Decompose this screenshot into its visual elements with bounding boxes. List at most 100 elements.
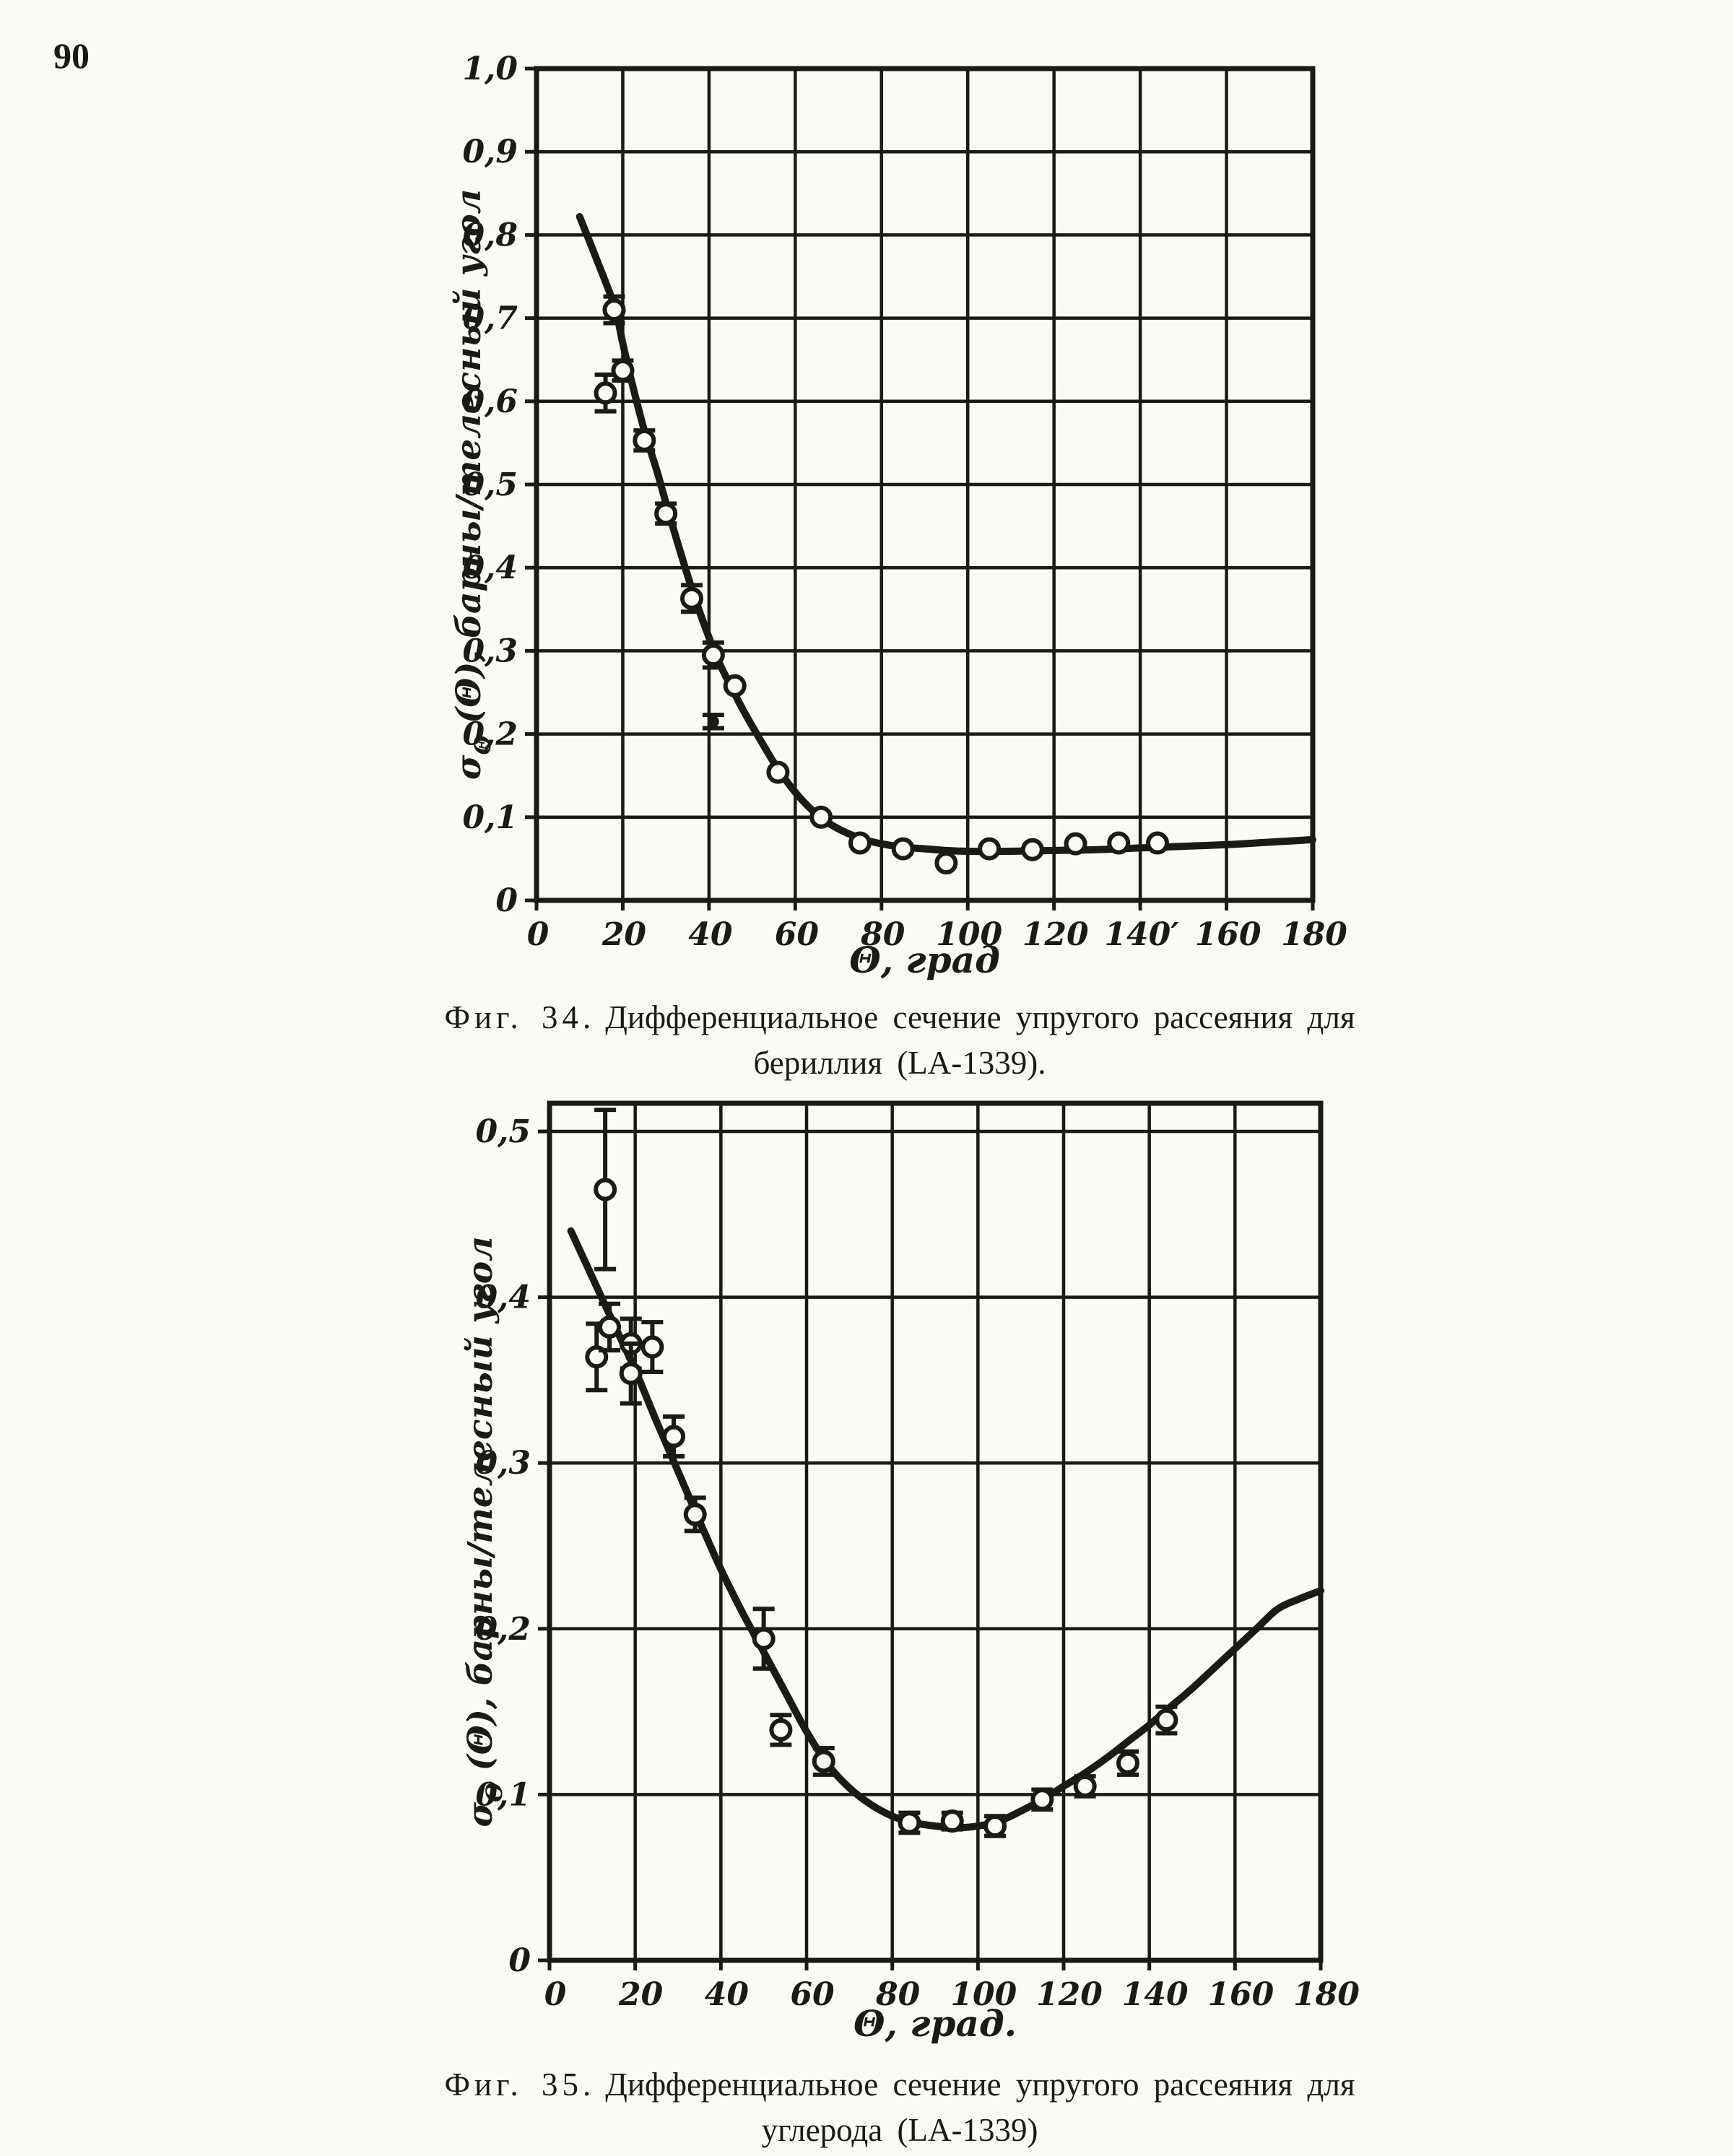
x-tick-label: 60 <box>790 1976 835 2013</box>
data-point-filled <box>707 716 719 728</box>
data-point-open <box>598 1315 622 1339</box>
y-axis-title: σΘ (Θ), барны/телесный угол <box>449 189 496 780</box>
y-tick-label: 0,4 <box>475 1279 531 1316</box>
data-point-open <box>766 760 790 784</box>
y-axis-title: σΘ (Θ), барны/телесный угол <box>461 1236 508 1827</box>
data-points <box>585 1108 1178 1838</box>
data-point-open <box>1116 1751 1139 1775</box>
y-tick-label: 0,2 <box>475 1611 531 1648</box>
grid-lines <box>537 69 1313 900</box>
x-tick-label: 120 <box>1036 1976 1103 2013</box>
data-point-open <box>848 831 872 855</box>
y-tick-label: 0,7 <box>462 300 518 337</box>
x-axis-title: Θ, град <box>849 939 1000 981</box>
y-tick-label: 1,0 <box>462 51 518 87</box>
data-point-open <box>619 1362 643 1386</box>
tick-labels: 0 0,1 0,2 0,3 0,4 0,5 0,6 0,7 0,8 0,9 1,0 0 20 40 60 80… <box>462 51 1347 953</box>
data-point-open <box>934 851 958 875</box>
data-point-open <box>752 1627 776 1651</box>
data-point-open <box>1030 1788 1054 1812</box>
x-tick-label: 80 <box>860 916 905 953</box>
grid-lines <box>550 1103 1321 1960</box>
fig34-caption: Фиг. 34. Дифференциальное сечение упругог… <box>394 995 1405 1086</box>
x-tick-label: 20 <box>601 916 647 953</box>
data-point-open <box>701 643 725 667</box>
data-points <box>594 294 1169 875</box>
x-tick-label: 180 <box>1281 916 1347 953</box>
data-point-open <box>812 1749 835 1773</box>
data-point-open <box>654 502 678 526</box>
tick-labels: 0 0,1 0,2 0,3 0,4 0,5 0 20 40 60 80 100 120 140 160 180 <box>475 1113 1360 2013</box>
y-tick-label: 0 <box>508 1942 531 1979</box>
x-tick-label: 60 <box>775 916 820 953</box>
data-point-open <box>1107 831 1131 855</box>
data-point-open <box>611 359 635 383</box>
fig35-caption-line1: Дифференциальное сечение упругого рассея… <box>605 2066 1355 2103</box>
fig34-caption-line1: Дифференциальное сечение упругого рассея… <box>605 999 1355 1035</box>
x-tick-label: 180 <box>1293 1976 1360 2013</box>
fig34-caption-line2: бериллия (LA-1339). <box>753 1045 1046 1081</box>
data-point-open <box>723 674 747 697</box>
data-point-open <box>898 1811 921 1835</box>
y-tick-label: 0,5 <box>475 1113 531 1150</box>
y-tick-label: 0,3 <box>475 1445 531 1482</box>
x-tick-label: 160 <box>1195 916 1261 953</box>
data-point-open <box>594 381 617 405</box>
data-point-open <box>1064 832 1087 856</box>
x-tick-label: 160 <box>1207 1976 1274 2013</box>
x-tick-label: 100 <box>950 1976 1017 2013</box>
data-point-open <box>983 1814 1007 1838</box>
x-tick-label: 100 <box>936 916 1002 953</box>
data-point-open <box>640 1335 664 1359</box>
data-point-open <box>891 837 915 861</box>
data-point-open <box>1073 1774 1097 1798</box>
data-point-open <box>662 1425 686 1448</box>
x-tick-label: 140 <box>1122 1976 1189 2013</box>
data-point-open <box>809 805 833 829</box>
x-tick-label: 140′ <box>1104 916 1179 953</box>
data-point-open <box>602 298 626 322</box>
data-point-open <box>978 837 1002 861</box>
y-tick-label: 0 <box>495 882 518 919</box>
fig34-beryllium-chart: 0 0,1 0,2 0,3 0,4 0,5 0,6 0,7 0,8 0,9 1,0 0 20 40 60 80… <box>449 51 1347 981</box>
fig35-caption: Фиг. 35. Дифференциальное сечение упругог… <box>394 2062 1405 2153</box>
x-tick-label: 40 <box>688 916 733 953</box>
data-point-open <box>940 1809 964 1833</box>
fig34-caption-label: Фиг. 34. <box>444 999 596 1035</box>
x-axis-title: Θ, град. <box>854 2002 1017 2045</box>
axis-ticks <box>525 66 1315 910</box>
plot-border <box>534 66 1316 903</box>
page-number: 90 <box>53 35 90 76</box>
plot-border <box>547 1100 1324 1963</box>
y-tick-label: 0,8 <box>462 217 518 253</box>
axis-ticks <box>538 1129 1323 1970</box>
data-point-open <box>1020 838 1044 861</box>
theory-curve <box>576 213 1316 856</box>
data-point-open <box>683 1503 707 1526</box>
y-tick-label: 0,1 <box>462 799 518 836</box>
data-point-open <box>633 428 656 452</box>
y-tick-label: 0,4 <box>462 549 518 586</box>
x-tick-label: 40 <box>705 1976 750 2013</box>
x-tick-label: 20 <box>618 1976 664 2013</box>
x-tick-label: 120 <box>1022 916 1089 953</box>
y-tick-label: 0,2 <box>462 716 518 753</box>
fig35-caption-label: Фиг. 35. <box>444 2066 596 2103</box>
x-tick-label: 0 <box>544 1976 567 2013</box>
y-tick-label: 0,9 <box>462 134 518 170</box>
theory-curve <box>567 1227 1324 1832</box>
y-tick-label: 0,5 <box>462 466 518 503</box>
fig35-caption-line2: углерода (LA-1339) <box>761 2112 1038 2148</box>
data-point-open <box>594 1178 617 1201</box>
data-point-open <box>1155 1708 1178 1732</box>
y-tick-label: 0,3 <box>462 633 518 669</box>
data-point-open <box>680 586 703 610</box>
data-point-open <box>1146 831 1169 855</box>
fig35-carbon-chart: 0 0,1 0,2 0,3 0,4 0,5 0 20 40 60 80 100 120 140 160 180… <box>461 1100 1360 2045</box>
data-point-open <box>769 1718 793 1742</box>
x-tick-label: 80 <box>875 1976 921 2013</box>
x-tick-label: 0 <box>527 916 550 953</box>
y-tick-label: 0,1 <box>475 1776 531 1813</box>
y-tick-label: 0,6 <box>462 383 518 420</box>
